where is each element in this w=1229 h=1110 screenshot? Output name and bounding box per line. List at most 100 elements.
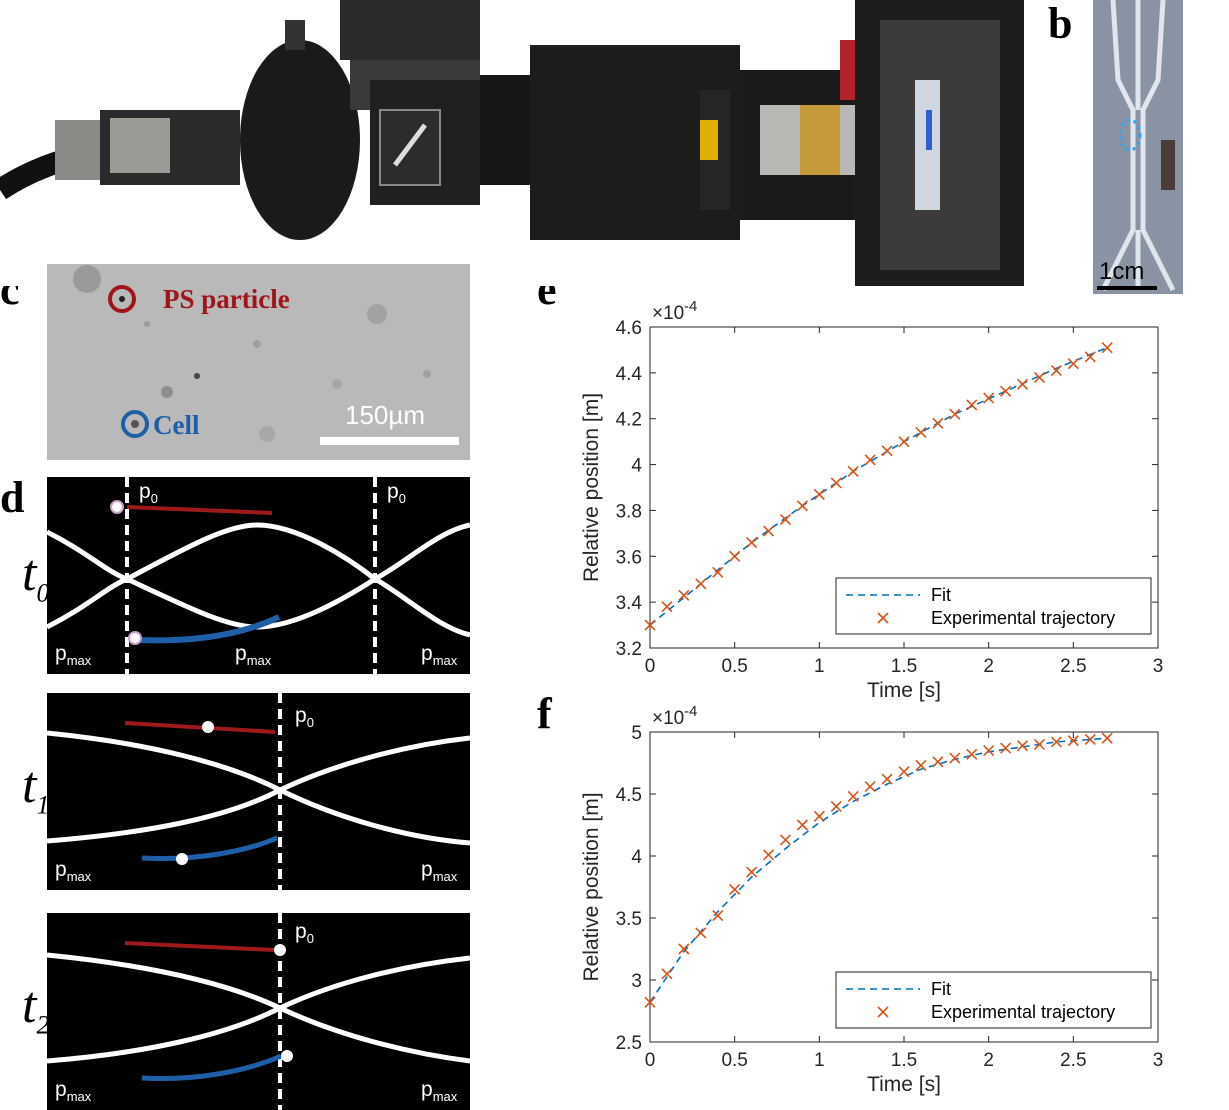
trajectory-point	[796, 819, 808, 831]
micrograph-scale-bar	[320, 437, 459, 445]
trajectory-point	[729, 550, 741, 562]
y-tick-label: 3.6	[616, 547, 642, 568]
chart-e: 0 0.5 1 1.5 2 2.5 3 3.2 3.4 3.6 3.8 4 4.2 4.4 4.6 ×10 -4…	[580, 300, 1163, 702]
x-tick-label: 1	[814, 656, 825, 677]
y-tick-label: 2.5	[616, 1033, 642, 1054]
panel-letter-d: d	[0, 473, 25, 522]
trajectory-point	[983, 745, 995, 757]
trajectory-point	[898, 766, 910, 778]
cell-marker	[121, 410, 149, 438]
trajectory-point	[762, 849, 775, 861]
trajectory-point	[864, 780, 876, 793]
panel-letter-b: b	[1048, 0, 1073, 48]
trajectory-point	[712, 566, 724, 578]
legend-trajectory-swatch	[877, 1006, 889, 1018]
trajectory-point	[1050, 364, 1062, 377]
legend-trajectory-label: Experimental trajectory	[931, 1002, 1115, 1022]
standing-wave-frame-t1: p0 pmax pmax	[47, 693, 470, 890]
trajectory-point	[1016, 378, 1029, 390]
trajectory-point	[932, 756, 944, 768]
trajectory-point	[864, 454, 876, 466]
legend-trajectory-swatch	[877, 612, 889, 624]
x-axis-label: Time [s]	[867, 1073, 941, 1096]
trajectory-point	[898, 436, 910, 448]
pmax-label: pmax	[421, 1078, 458, 1105]
axis-multiplier-exponent: -4	[684, 703, 697, 720]
y-tick-label: 3.2	[616, 639, 642, 660]
trajectory-point	[661, 601, 673, 613]
trajectory-point	[1016, 740, 1029, 752]
x-tick-label: 2.5	[1060, 1050, 1086, 1071]
microfluidic-chip-photo: 1cm	[1093, 0, 1183, 294]
pmax-label: pmax	[55, 1078, 92, 1105]
trajectory-point	[729, 883, 741, 896]
y-tick-label: 4.2	[616, 410, 642, 431]
trajectory-point	[746, 536, 758, 549]
trajectory-point	[983, 392, 995, 404]
legend-box	[835, 577, 1152, 635]
time-label-t0: t0	[22, 545, 50, 608]
x-tick-label: 0.5	[721, 656, 747, 677]
trajectory-point	[966, 399, 978, 411]
trajectory-point	[1000, 742, 1012, 754]
p0-label: p0	[295, 704, 314, 731]
y-tick-label: 4.6	[616, 318, 642, 339]
x-tick-label: 2	[983, 656, 994, 677]
cell-label: Cell	[153, 410, 200, 440]
standing-wave-frame-t0: p0 p0 pmax pmax pmax	[47, 477, 470, 674]
microscope-photo	[0, 0, 1024, 286]
y-tick-label: 3.8	[616, 501, 642, 522]
axis-multiplier: ×10	[652, 708, 684, 729]
particle-marker	[108, 285, 136, 313]
micrograph-scale-label: 150µm	[345, 400, 426, 430]
pmax-label: pmax	[235, 642, 272, 669]
x-tick-label: 1.5	[891, 1050, 917, 1071]
time-label-t1: t1	[22, 757, 50, 820]
trajectory-point	[712, 909, 724, 922]
trajectory-point	[1101, 732, 1113, 744]
trajectory-point	[661, 968, 673, 980]
trajectory-point	[830, 477, 842, 489]
legend-fit-label: Fit	[931, 979, 951, 999]
trajectory-point	[678, 589, 690, 601]
trajectory-point	[1050, 736, 1062, 748]
pmax-label: pmax	[55, 858, 92, 885]
trajectory-point	[881, 445, 893, 457]
chip-scale-label: 1cm	[1099, 258, 1145, 285]
trajectory-point	[915, 759, 927, 772]
y-tick-label: 3.5	[616, 909, 642, 930]
pmax-label: pmax	[421, 858, 458, 885]
y-tick-label: 3.4	[616, 593, 643, 614]
trajectory-point	[796, 500, 808, 512]
x-tick-label: 1	[814, 1050, 825, 1071]
pmax-label: pmax	[421, 642, 458, 669]
trajectory-point	[881, 773, 893, 785]
trajectory-point	[966, 748, 978, 760]
x-tick-label: 3	[1153, 1050, 1164, 1071]
trajectory-point	[1000, 385, 1012, 397]
trajectory-point	[1067, 735, 1079, 747]
fit-line	[649, 737, 1108, 1003]
axis-multiplier: ×10	[652, 303, 684, 324]
legend-fit-label: Fit	[931, 585, 951, 605]
x-tick-label: 2.5	[1060, 656, 1086, 677]
trajectory-point	[1067, 358, 1079, 370]
y-tick-label: 5	[631, 723, 642, 744]
fit-line	[649, 346, 1108, 626]
legend-trajectory-label: Experimental trajectory	[931, 608, 1115, 628]
p0-label: p0	[139, 480, 158, 507]
trajectory-point	[949, 752, 961, 764]
trajectory-point	[762, 525, 775, 537]
x-axis-label: Time [s]	[867, 679, 941, 702]
trajectory-point	[779, 514, 792, 526]
p0-label: p0	[295, 920, 314, 947]
y-tick-label: 4.4	[616, 364, 643, 385]
x-tick-label: 0.5	[721, 1050, 747, 1071]
trajectory-point	[915, 426, 927, 439]
trajectory-point	[695, 927, 707, 939]
trajectory-point	[644, 619, 656, 631]
x-tick-label: 2	[983, 1050, 994, 1071]
y-axis-label: Relative position [m]	[580, 393, 603, 582]
x-tick-label: 0	[645, 656, 656, 677]
trajectory-point	[746, 866, 758, 878]
